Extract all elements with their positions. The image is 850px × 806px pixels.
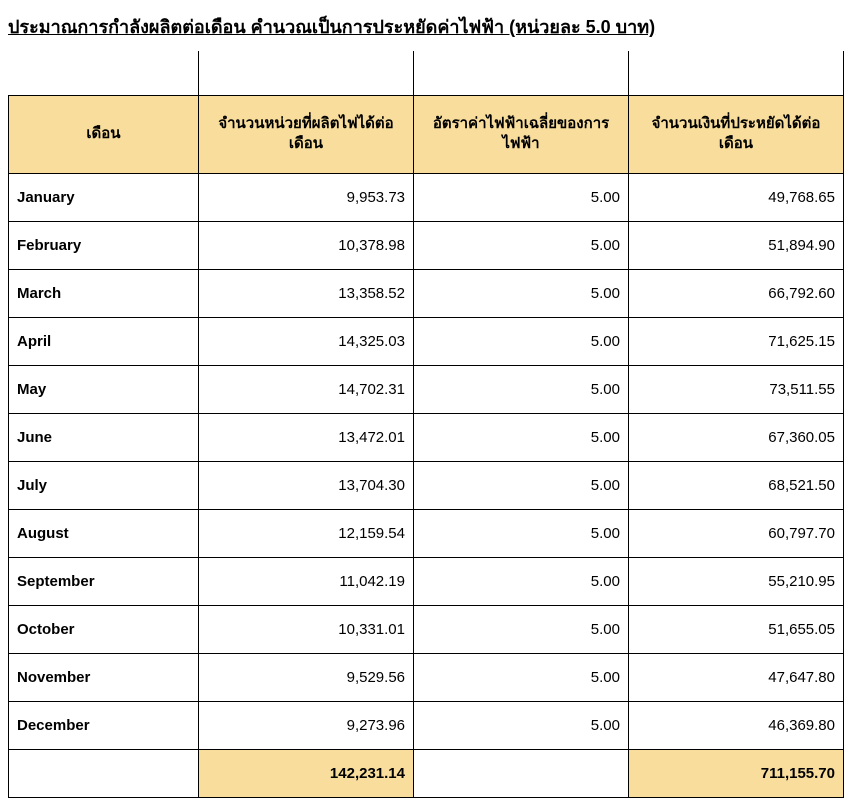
spacer-row <box>9 51 844 95</box>
total-rate-cell <box>414 749 629 797</box>
month-cell: September <box>9 557 199 605</box>
savings-cell: 73,511.55 <box>629 365 844 413</box>
month-cell: January <box>9 173 199 221</box>
rate-cell: 5.00 <box>414 413 629 461</box>
table-row: September11,042.195.0055,210.95 <box>9 557 844 605</box>
rate-cell: 5.00 <box>414 221 629 269</box>
savings-cell: 49,768.65 <box>629 173 844 221</box>
units-cell: 10,378.98 <box>199 221 414 269</box>
month-cell: May <box>9 365 199 413</box>
rate-cell: 5.00 <box>414 653 629 701</box>
rate-cell: 5.00 <box>414 557 629 605</box>
table-header-row: เดือนจำนวนหน่วยที่ผลิตไฟได้ต่อเดือนอัตรา… <box>9 95 844 173</box>
table-row: October10,331.015.0051,655.05 <box>9 605 844 653</box>
units-cell: 9,529.56 <box>199 653 414 701</box>
units-cell: 10,331.01 <box>199 605 414 653</box>
units-cell: 12,159.54 <box>199 509 414 557</box>
month-cell: March <box>9 269 199 317</box>
month-cell: October <box>9 605 199 653</box>
savings-cell: 51,894.90 <box>629 221 844 269</box>
units-cell: 9,953.73 <box>199 173 414 221</box>
rate-cell: 5.00 <box>414 509 629 557</box>
month-cell: February <box>9 221 199 269</box>
savings-cell: 47,647.80 <box>629 653 844 701</box>
savings-cell: 51,655.05 <box>629 605 844 653</box>
column-header: จำนวนเงินที่ประหยัดได้ต่อเดือน <box>629 95 844 173</box>
spacer-cell <box>9 51 199 95</box>
table-total-row: 142,231.14 711,155.70 <box>9 749 844 797</box>
total-month-cell <box>9 749 199 797</box>
savings-cell: 66,792.60 <box>629 269 844 317</box>
rate-cell: 5.00 <box>414 317 629 365</box>
rate-cell: 5.00 <box>414 605 629 653</box>
total-units-cell: 142,231.14 <box>199 749 414 797</box>
units-cell: 13,472.01 <box>199 413 414 461</box>
table-row: July13,704.305.0068,521.50 <box>9 461 844 509</box>
spacer-cell <box>414 51 629 95</box>
units-cell: 9,273.96 <box>199 701 414 749</box>
savings-cell: 68,521.50 <box>629 461 844 509</box>
month-cell: November <box>9 653 199 701</box>
column-header: อัตราค่าไฟฟ้าเฉลี่ยของการไฟฟ้า <box>414 95 629 173</box>
units-cell: 11,042.19 <box>199 557 414 605</box>
rate-cell: 5.00 <box>414 365 629 413</box>
table-row: June13,472.015.0067,360.05 <box>9 413 844 461</box>
savings-cell: 71,625.15 <box>629 317 844 365</box>
page-title: ประมาณการกำลังผลิตต่อเดือน คำนวณเป็นการป… <box>8 8 842 51</box>
table-row: January9,953.735.0049,768.65 <box>9 173 844 221</box>
table-row: April14,325.035.0071,625.15 <box>9 317 844 365</box>
units-cell: 13,358.52 <box>199 269 414 317</box>
column-header: จำนวนหน่วยที่ผลิตไฟได้ต่อเดือน <box>199 95 414 173</box>
table-row: November9,529.565.0047,647.80 <box>9 653 844 701</box>
total-savings-cell: 711,155.70 <box>629 749 844 797</box>
savings-cell: 46,369.80 <box>629 701 844 749</box>
table-row: August12,159.545.0060,797.70 <box>9 509 844 557</box>
production-table: เดือนจำนวนหน่วยที่ผลิตไฟได้ต่อเดือนอัตรา… <box>8 51 844 798</box>
spacer-cell <box>629 51 844 95</box>
savings-cell: 67,360.05 <box>629 413 844 461</box>
month-cell: July <box>9 461 199 509</box>
table-row: February10,378.985.0051,894.90 <box>9 221 844 269</box>
rate-cell: 5.00 <box>414 701 629 749</box>
rate-cell: 5.00 <box>414 269 629 317</box>
table-row: March13,358.525.0066,792.60 <box>9 269 844 317</box>
month-cell: December <box>9 701 199 749</box>
month-cell: June <box>9 413 199 461</box>
table-row: December9,273.965.0046,369.80 <box>9 701 844 749</box>
month-cell: August <box>9 509 199 557</box>
units-cell: 14,325.03 <box>199 317 414 365</box>
units-cell: 14,702.31 <box>199 365 414 413</box>
units-cell: 13,704.30 <box>199 461 414 509</box>
month-cell: April <box>9 317 199 365</box>
rate-cell: 5.00 <box>414 173 629 221</box>
savings-cell: 60,797.70 <box>629 509 844 557</box>
spacer-cell <box>199 51 414 95</box>
table-row: May14,702.315.0073,511.55 <box>9 365 844 413</box>
savings-cell: 55,210.95 <box>629 557 844 605</box>
rate-cell: 5.00 <box>414 461 629 509</box>
column-header: เดือน <box>9 95 199 173</box>
